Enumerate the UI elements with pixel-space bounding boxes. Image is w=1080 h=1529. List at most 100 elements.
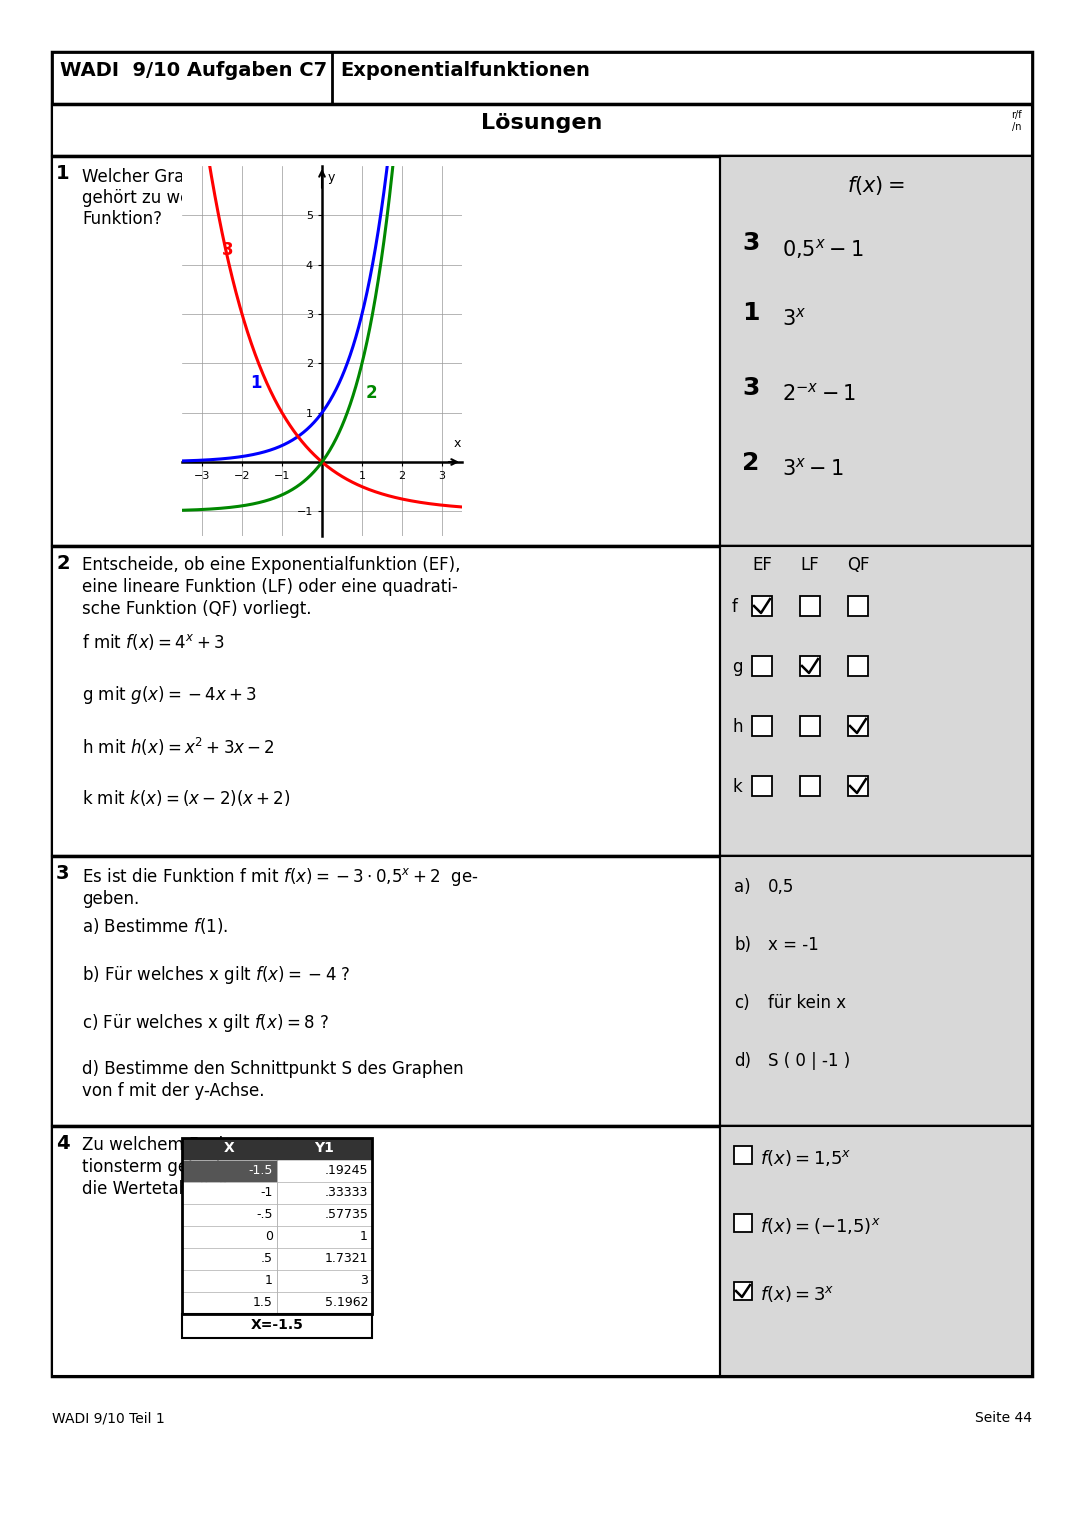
Text: .33333: .33333 [325,1187,368,1199]
Bar [720,856,1032,1125]
Bar [720,1125,1032,1376]
Bar [800,777,820,797]
Text: g mit $g(x) = -4x + 3$: g mit $g(x) = -4x + 3$ [82,683,257,706]
Text: k mit $k(x) = (x - 2)(x + 2)$: k mit $k(x) = (x - 2)(x + 2)$ [82,787,291,807]
Text: EF: EF [752,557,772,573]
Text: a) Bestimme $f(1)$.: a) Bestimme $f(1)$. [82,916,228,936]
Bar [734,1147,752,1164]
Bar [752,716,772,735]
Text: 2: 2 [56,553,69,573]
Text: 5.1962: 5.1962 [324,1297,368,1309]
Text: Zu welchem Funk-: Zu welchem Funk- [82,1136,234,1154]
Text: a): a) [734,878,751,896]
Text: k: k [732,778,742,797]
Bar [752,777,772,797]
Text: f mit $f(x) = 4^x + 3$: f mit $f(x) = 4^x + 3$ [82,631,225,651]
Bar [848,656,868,676]
Bar [183,1292,276,1313]
Text: Seite 44: Seite 44 [975,1411,1032,1425]
Bar [183,1248,276,1271]
Text: /n: /n [1013,122,1022,131]
Text: 3: 3 [742,376,759,401]
Text: QF: QF [847,557,869,573]
Bar [276,1161,372,1182]
Text: -1: -1 [260,1187,273,1199]
Text: b) Für welches x gilt $f(x) = -4$ ?: b) Für welches x gilt $f(x) = -4$ ? [82,963,351,986]
Text: d) Bestimme den Schnittpunkt S des Graphen: d) Bestimme den Schnittpunkt S des Graph… [82,1060,463,1078]
Bar [52,156,1032,546]
Bar [734,1214,752,1232]
Bar [183,1203,276,1226]
Bar [848,596,868,616]
Bar [52,856,1032,1125]
Text: d): d) [734,1052,751,1070]
Bar [52,104,1032,156]
Text: geben.: geben. [82,890,139,908]
Text: y: y [328,171,336,183]
Text: die Wertetabelle?: die Wertetabelle? [82,1180,228,1199]
Text: $0{,}5^x - 1$: $0{,}5^x - 1$ [782,237,864,261]
Text: 3: 3 [222,240,233,258]
Text: $f(x) = (-1{,}5)^x$: $f(x) = (-1{,}5)^x$ [760,1216,880,1235]
Text: von f mit der y-Achse.: von f mit der y-Achse. [82,1083,265,1099]
Text: c): c) [734,994,750,1012]
Text: 3: 3 [56,864,69,884]
Bar [52,546,1032,856]
Text: eine lineare Funktion (LF) oder eine quadrati-: eine lineare Funktion (LF) oder eine qua… [82,578,458,596]
Text: h mit $h(x) = x^2 + 3x - 2$: h mit $h(x) = x^2 + 3x - 2$ [82,735,275,758]
Bar [276,1271,372,1292]
Bar [183,1161,276,1182]
Bar [183,1138,276,1161]
Text: 2: 2 [366,384,378,402]
Bar [183,1182,276,1203]
Text: Entscheide, ob eine Exponentialfunktion (EF),: Entscheide, ob eine Exponentialfunktion … [82,557,460,573]
Text: r/f: r/f [1011,110,1022,119]
Bar [183,1313,372,1338]
Text: .19245: .19245 [324,1164,368,1177]
Text: Es ist die Funktion f mit $f(x) = -3 \cdot 0{,}5^x + 2$  ge-: Es ist die Funktion f mit $f(x) = -3 \cd… [82,865,478,888]
Text: x: x [454,437,461,450]
Bar [276,1203,372,1226]
Text: c) Für welches x gilt $f(x) = 8$ ?: c) Für welches x gilt $f(x) = 8$ ? [82,1012,328,1034]
Text: $f(x) = 1{,}5^x$: $f(x) = 1{,}5^x$ [760,1148,851,1168]
Text: 1.7321: 1.7321 [324,1252,368,1264]
Text: .57735: .57735 [324,1208,368,1222]
Text: 1: 1 [360,1229,368,1243]
Text: b): b) [734,936,751,954]
Bar [52,1125,1032,1376]
Bar [848,777,868,797]
Bar [720,156,1032,546]
Text: h: h [732,719,743,735]
Text: .5: .5 [261,1252,273,1264]
Text: 0: 0 [265,1229,273,1243]
Text: 3: 3 [742,231,759,255]
Text: Welcher Graph
gehört zu welcher
Funktion?: Welcher Graph gehört zu welcher Funktion… [82,168,232,228]
Bar [276,1248,372,1271]
Bar [752,656,772,676]
Bar [276,1182,372,1203]
Text: für kein x: für kein x [768,994,846,1012]
Text: x = -1: x = -1 [768,936,819,954]
Bar [800,656,820,676]
Text: tionsterm gehört: tionsterm gehört [82,1157,222,1176]
Text: Exponentialfunktionen: Exponentialfunktionen [340,61,590,80]
Text: Y1: Y1 [314,1141,335,1154]
Bar [183,1138,372,1313]
Text: 1: 1 [742,301,759,326]
Text: $3^x - 1$: $3^x - 1$ [782,457,843,479]
Bar [752,596,772,616]
Bar [276,1292,372,1313]
Text: sche Funktion (QF) vorliegt.: sche Funktion (QF) vorliegt. [82,599,311,618]
Text: 3: 3 [360,1274,368,1287]
Bar [800,596,820,616]
Bar [183,1226,276,1248]
Text: $3^x$: $3^x$ [782,307,807,329]
Text: S ( 0 | -1 ): S ( 0 | -1 ) [768,1052,850,1070]
Bar [276,1226,372,1248]
Text: f: f [732,598,738,616]
Text: 4: 4 [56,1135,69,1153]
Text: WADI 9/10 Teil 1: WADI 9/10 Teil 1 [52,1411,165,1425]
Bar [848,716,868,735]
Bar [734,1281,752,1300]
Text: -1.5: -1.5 [248,1164,273,1177]
